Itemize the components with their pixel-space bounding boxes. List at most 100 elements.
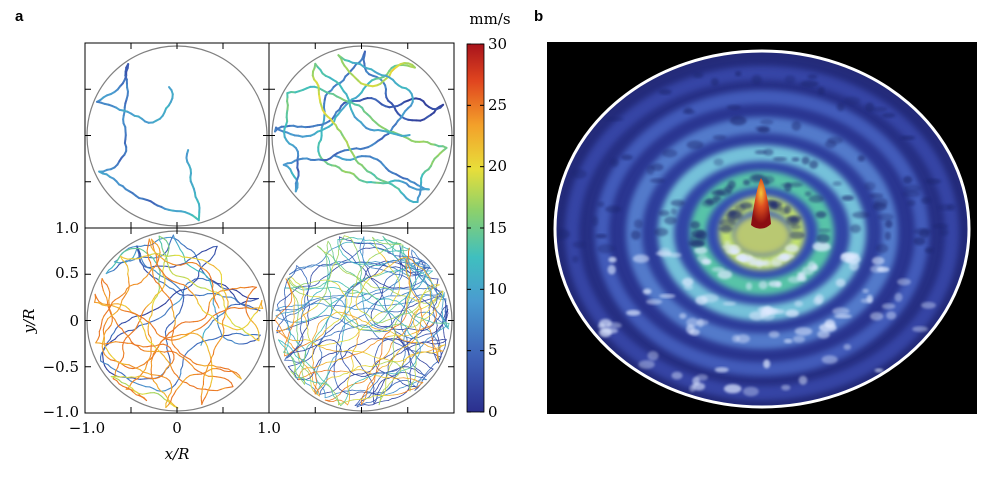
trajectory-segment — [140, 244, 146, 247]
trajectory-segment — [113, 328, 117, 334]
trajectory-segment — [415, 327, 417, 333]
trajectory-segment — [332, 361, 336, 366]
trajectory-segment — [201, 371, 207, 375]
trajectory-segment — [376, 392, 379, 398]
trajectory-segment — [332, 399, 338, 402]
trajectory-segment — [415, 294, 420, 299]
trajectory-segment — [315, 332, 319, 337]
trajectory-segment — [415, 309, 420, 314]
trajectory-segment — [390, 289, 395, 293]
surface-bump — [876, 266, 890, 273]
surface-bump — [793, 335, 805, 343]
trajectory-segment — [137, 383, 143, 386]
trajectory-segment — [427, 351, 432, 354]
trajectory-segment — [293, 269, 297, 274]
trajectory-segment — [429, 348, 435, 352]
trajectory-segment — [433, 285, 435, 290]
trajectory-segment — [428, 320, 434, 324]
trajectory-segment — [444, 299, 447, 305]
trajectory-segment — [175, 386, 180, 391]
trajectory-segment — [160, 314, 166, 318]
trajectory-segment — [355, 282, 360, 286]
trajectory-segment — [123, 331, 128, 336]
trajectory-segment — [290, 370, 294, 375]
trajectory-segment — [403, 286, 408, 289]
trajectory-segment — [431, 299, 434, 305]
surface-bump — [638, 360, 655, 369]
trajectory-segment — [329, 269, 331, 275]
trajectory-segment — [222, 296, 225, 302]
trajectory-segment — [379, 268, 385, 271]
surface-bump — [646, 165, 655, 175]
trajectory-segment — [318, 296, 324, 299]
trajectory-segment — [329, 312, 332, 317]
surface-bump — [813, 242, 831, 252]
trajectory-segment — [174, 380, 178, 386]
surface-bump — [658, 247, 672, 258]
trajectory-segment — [404, 334, 409, 337]
trajectory-segment — [385, 238, 390, 242]
trajectory-segment — [390, 324, 395, 328]
trajectory-segment — [445, 306, 447, 312]
trajectory-segment — [350, 307, 355, 310]
trajectory-segment — [325, 322, 328, 327]
trajectory-segment — [335, 398, 340, 403]
trajectory-segment — [374, 261, 380, 263]
trajectory-segment — [176, 241, 180, 247]
trajectory-segment — [356, 352, 362, 355]
trajectory-segment — [134, 249, 137, 255]
trajectory-segment — [196, 333, 202, 337]
trajectory-segment — [398, 300, 402, 304]
trajectory-segment — [439, 327, 445, 331]
trajectory-segment — [214, 307, 216, 313]
trajectory-segment — [365, 324, 370, 328]
trajectory-segment — [200, 324, 205, 329]
trajectory-segment — [170, 254, 176, 257]
trajectory-segment — [171, 402, 176, 407]
surface-bump — [773, 205, 783, 212]
trajectory-segment — [169, 287, 175, 290]
trajectory-segment — [148, 333, 152, 339]
trajectory-segment — [108, 324, 112, 329]
trajectory-segment — [369, 294, 374, 298]
trajectory-segment — [316, 373, 321, 378]
trajectory-segment — [362, 301, 365, 306]
surface-bump — [784, 244, 799, 253]
trajectory-plot-bottom-right — [274, 235, 450, 408]
trajectory-segment — [399, 380, 403, 384]
trajectory-segment — [330, 296, 332, 302]
trajectory-segment — [431, 306, 436, 311]
trajectory-segment — [114, 370, 117, 376]
trajectory-segment — [295, 281, 300, 285]
trajectory-segment — [154, 270, 159, 275]
trajectory-segment — [429, 329, 432, 335]
trajectory-segment — [411, 259, 415, 265]
trajectory-segment — [122, 348, 125, 354]
surface-bump — [791, 121, 801, 131]
trajectory-segment — [308, 364, 313, 368]
trajectory-segment — [392, 390, 398, 394]
trajectory-segment — [284, 339, 288, 345]
trajectory-segment — [139, 371, 144, 377]
trajectory-segment — [193, 385, 198, 390]
trajectory-segment — [218, 313, 224, 317]
trajectory-segment — [416, 312, 421, 316]
trajectory-segment — [420, 312, 423, 318]
trajectory-segment — [408, 275, 411, 281]
trajectory-segment — [327, 280, 329, 286]
trajectory-segment — [111, 338, 116, 342]
trajectory-segment — [304, 352, 306, 358]
trajectory-segment — [295, 323, 300, 327]
surface-bump — [714, 367, 729, 373]
trajectory-segment — [333, 267, 338, 271]
trajectory-segment — [422, 326, 428, 330]
trajectory-segment — [385, 388, 390, 392]
trajectory-segment — [323, 307, 328, 312]
trajectory-segment — [284, 305, 287, 311]
trajectory-segment — [417, 351, 421, 357]
trajectory-segment — [240, 303, 246, 306]
surface-bump — [921, 301, 936, 309]
trajectory-segment — [325, 353, 330, 357]
trajectory-segment — [384, 336, 389, 339]
trajectory-segment — [371, 326, 376, 330]
